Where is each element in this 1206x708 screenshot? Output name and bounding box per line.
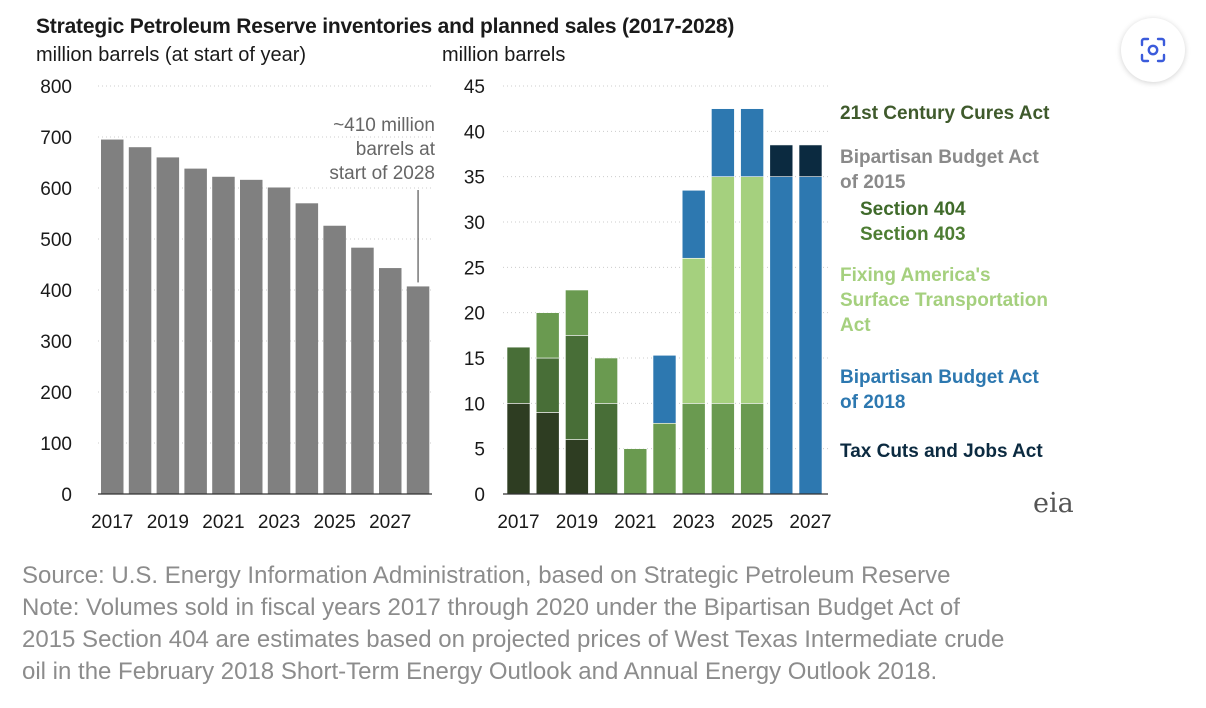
legend-cures-act: 21st Century Cures Act	[840, 103, 1050, 124]
stacked-bar-segment	[594, 403, 618, 495]
y-tick-label: 700	[40, 128, 72, 149]
stacked-bar-segment	[535, 357, 560, 413]
y-tick-label: 5	[474, 440, 485, 461]
stacked-bar-segment	[681, 403, 706, 495]
inventory-bar	[351, 247, 374, 494]
x-tick-label: 2023	[673, 512, 715, 533]
y-tick-label: 40	[464, 122, 485, 143]
y-tick-label: 300	[40, 332, 72, 353]
y-tick-label: 200	[40, 383, 72, 404]
y-tick-label: 0	[474, 485, 485, 506]
stacked-bar-segment	[535, 412, 560, 495]
legend-section-404: Section 404	[860, 199, 966, 220]
note-line: oil in the February 2018 Short-Term Ener…	[22, 658, 938, 685]
y-tick-label: 20	[464, 304, 485, 325]
source-line: Source: U.S. Energy Information Administ…	[22, 562, 951, 589]
chart-title: Strategic Petroleum Reserve inventories …	[36, 15, 735, 38]
source-notes: Source: U.S. Energy Information Administ…	[22, 560, 1192, 688]
x-tick-label: 2021	[202, 512, 244, 533]
stacked-bar-segment	[652, 422, 677, 495]
inventory-bar	[406, 286, 430, 494]
x-tick-label: 2021	[614, 512, 656, 533]
stacked-bar-segment	[769, 144, 794, 177]
x-tick-label: 2027	[369, 512, 411, 533]
x-tick-label: 2025	[314, 512, 356, 533]
y-tick-label: 15	[464, 349, 485, 370]
inventory-bar	[184, 168, 207, 494]
x-tick-label: 2023	[258, 512, 300, 533]
stacked-bar-segment	[681, 189, 706, 259]
x-tick-label: 2019	[556, 512, 598, 533]
right-axis-unit-label: million barrels	[442, 44, 566, 66]
stacked-bar-segment	[769, 176, 794, 495]
stacked-bar-segment	[740, 176, 764, 404]
annotation-text: start of 2028	[329, 163, 435, 184]
x-tick-label: 2027	[789, 512, 831, 533]
stacked-bar-segment	[740, 108, 764, 177]
stacked-bar-segment	[535, 312, 560, 359]
stacked-bar-segment	[711, 403, 735, 495]
stacked-bar-segment	[623, 448, 648, 495]
inventory-bar	[379, 268, 402, 494]
legend-bipartisan-budget-act-2018: Bipartisan Budget Act of 2018	[840, 367, 1039, 413]
stacked-bar-segment	[652, 354, 677, 424]
stacked-bar-segment	[594, 357, 618, 404]
inventory-bar	[212, 176, 235, 494]
legend-tax-cuts-jobs-act: Tax Cuts and Jobs Act	[840, 441, 1043, 462]
legend-bipartisan-budget-act-2015: Bipartisan Budget Act of 2015	[840, 147, 1039, 193]
stacked-bar-segment	[681, 257, 706, 404]
stacked-bar-segment	[565, 335, 589, 440]
y-tick-label: 25	[464, 258, 485, 279]
y-tick-label: 100	[40, 434, 72, 455]
inventory-bar	[295, 203, 319, 495]
inventory-bar	[240, 179, 263, 494]
y-tick-label: 800	[40, 77, 72, 98]
stacked-bar-segment	[740, 403, 764, 495]
x-tick-label: 2025	[731, 512, 773, 533]
x-tick-label: 2017	[497, 512, 539, 533]
x-tick-label: 2017	[91, 512, 133, 533]
stacked-bar-segment	[711, 108, 735, 177]
inventory-bar	[101, 139, 124, 495]
stacked-bar-segment	[798, 144, 823, 177]
annotation-text: barrels at	[356, 139, 436, 160]
stacked-bar-segment	[506, 403, 531, 495]
visual-search-button[interactable]	[1121, 18, 1185, 82]
annotation-text: ~410 million	[333, 115, 435, 136]
y-tick-label: 500	[40, 230, 72, 251]
y-tick-label: 35	[464, 168, 485, 189]
y-tick-label: 45	[464, 77, 485, 98]
y-tick-label: 10	[464, 394, 485, 415]
y-tick-label: 30	[464, 213, 485, 234]
inventory-bar	[323, 225, 346, 495]
stacked-bar-segment	[565, 289, 589, 336]
y-tick-label: 0	[61, 485, 72, 506]
inventory-bar	[156, 157, 180, 494]
stacked-bar-segment	[711, 176, 735, 404]
stacked-bar-segment	[798, 176, 823, 495]
legend-section-403: Section 403	[860, 224, 966, 245]
left-axis-unit-label: million barrels (at start of year)	[36, 44, 307, 66]
lens-icon	[1140, 37, 1166, 63]
y-tick-label: 600	[40, 179, 72, 200]
inventory-bar	[128, 147, 152, 494]
note-line: Note: Volumes sold in fiscal years 2017 …	[22, 594, 960, 621]
stacked-bar-segment	[565, 439, 589, 495]
stacked-bar-segment	[506, 346, 531, 404]
note-line: 2015 Section 404 are estimates based on …	[22, 626, 1005, 653]
inventory-bar	[267, 187, 291, 495]
eia-logo: eia	[1033, 488, 1074, 519]
x-tick-label: 2019	[147, 512, 189, 533]
y-tick-label: 400	[40, 281, 72, 302]
legend-fast-act: Fixing America's Surface Transportation …	[840, 265, 1048, 336]
